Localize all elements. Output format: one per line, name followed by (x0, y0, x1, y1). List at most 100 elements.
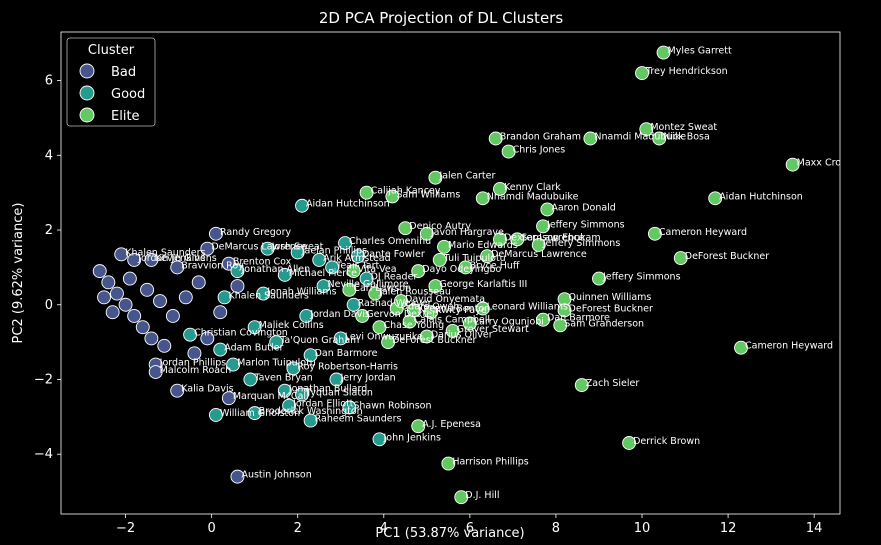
x-tick-label: 8 (552, 521, 560, 536)
point-label: Dayo Odeyingbo (422, 264, 501, 275)
data-point-good (282, 398, 297, 413)
data-point-elite (368, 286, 383, 301)
point-label: Nnamdi Madubuike (594, 131, 686, 142)
point-label: Malcolm Roach (160, 365, 232, 376)
data-point-bad (127, 309, 142, 323)
point-label: Khalen Saunders (125, 247, 205, 258)
data-point-good (295, 198, 309, 213)
data-point-good (342, 400, 357, 415)
point-label: DJ Reader (371, 272, 418, 283)
data-point-elite (639, 122, 654, 137)
point-label: Jonathan Bullard (288, 384, 367, 395)
point-label: Carl Lawson (353, 283, 411, 294)
point-label: Kalia Davis (181, 384, 233, 395)
point-label: Jordan Phillips (159, 358, 227, 369)
point-label: Leonard Williams (487, 301, 568, 312)
data-point-good (359, 271, 374, 286)
point-label: Jonathan Allen (240, 264, 310, 275)
point-label: Marquan McCall (233, 391, 309, 402)
data-point-good (256, 286, 271, 301)
point-label: Tuli Tuipulotu (443, 253, 506, 264)
point-label: Mario Edwards (448, 240, 518, 251)
data-point-good (260, 241, 275, 256)
point-label: Christian Covington (194, 328, 288, 339)
point-label: Dan Barmore (315, 348, 378, 359)
data-point-good (312, 252, 327, 267)
point-label: Bryce Huff (470, 260, 520, 271)
point-label: DeMarcus Lawrence (491, 249, 587, 260)
point-label: DeForest Buckner (685, 251, 769, 262)
data-point-bad (230, 279, 245, 294)
point-label: Derrick Brown (633, 436, 700, 447)
data-point-bad (148, 365, 163, 379)
point-label: Aidan Hutchinson (719, 191, 803, 202)
data-point-elite (622, 436, 637, 450)
data-point-bad (208, 226, 223, 241)
data-point-elite (536, 219, 550, 234)
point-label: Sam Williams (396, 189, 460, 200)
data-point-good (208, 408, 223, 422)
legend-box (66, 37, 156, 127)
data-point-elite (441, 456, 456, 471)
data-point-good (372, 432, 387, 447)
point-label: Jonah Williams (266, 287, 336, 298)
y-tick-label: 4 (45, 148, 53, 163)
point-label: Jordan Jenkins (137, 253, 205, 264)
point-label: Nnamdi Madubuike (487, 191, 579, 202)
point-label: Roy Robertson-Harris (297, 361, 398, 372)
point-label: A.J. Epenesa (422, 419, 481, 430)
point-label: Cameron Heyward (745, 341, 833, 352)
data-point-elite (536, 312, 550, 327)
data-point-elite (424, 305, 439, 320)
data-point-elite (501, 144, 516, 159)
data-point-good (286, 361, 301, 376)
data-point-elite (372, 320, 387, 335)
plot-area (60, 31, 841, 515)
data-point-elite (346, 264, 361, 279)
data-point-bad (221, 391, 236, 406)
x-tick-label: 12 (720, 521, 737, 536)
data-point-bad (200, 331, 215, 346)
data-point-good (247, 320, 262, 335)
x-tick-label: 10 (634, 521, 651, 536)
data-point-bad (187, 346, 202, 361)
point-label: Dante Fowler (362, 249, 425, 260)
plot-frame (60, 31, 841, 515)
legend-marker-good (79, 85, 95, 101)
point-label: Jaelan Phillips (301, 245, 367, 256)
point-label: Denico Autry (409, 221, 471, 232)
points-layer (92, 45, 800, 505)
point-label: Grover Stewart (457, 324, 529, 335)
point-label: William Gholston (220, 408, 300, 419)
data-point-good (290, 245, 305, 260)
point-label: Chase Young (383, 320, 444, 331)
x-axis: −2 0 2 4 6 8 10 12 14 (116, 514, 822, 536)
data-point-good (243, 372, 258, 387)
data-point-elite (437, 239, 451, 254)
y-tick-label: 2 (45, 223, 53, 238)
point-label: DeMarcus Lawrence (211, 242, 307, 253)
y-tick-label: 0 (45, 298, 53, 313)
point-label: Rashad Weaver (358, 298, 432, 309)
data-point-elite (553, 318, 568, 333)
data-point-elite (592, 271, 606, 286)
data-point-bad (213, 305, 228, 320)
point-label: Jeffery Simmons (546, 219, 625, 230)
point-label: George Karlaftis III (439, 279, 527, 290)
data-point-elite (480, 249, 495, 264)
data-point-bad (140, 282, 155, 297)
point-label: DeForest Buckner (392, 335, 476, 346)
point-label: Jalen Rousseau (378, 287, 451, 298)
data-point-elite (454, 490, 469, 505)
data-point-elite (406, 303, 421, 318)
data-point-good (303, 413, 318, 428)
chart-title: 2D PCA Projection of DL Clusters (319, 9, 563, 27)
point-label: Jeffery Simmons (542, 238, 621, 249)
point-labels-layer: Randy Gregory DeMarcus Lawrence Brenton Co… (125, 46, 840, 502)
data-point-elite (652, 131, 667, 146)
point-label: Chris Jones (513, 145, 566, 156)
data-point-elite (540, 202, 555, 217)
point-label: Keeanu Benton (418, 303, 490, 314)
point-label: Brenton Cox (233, 257, 292, 268)
